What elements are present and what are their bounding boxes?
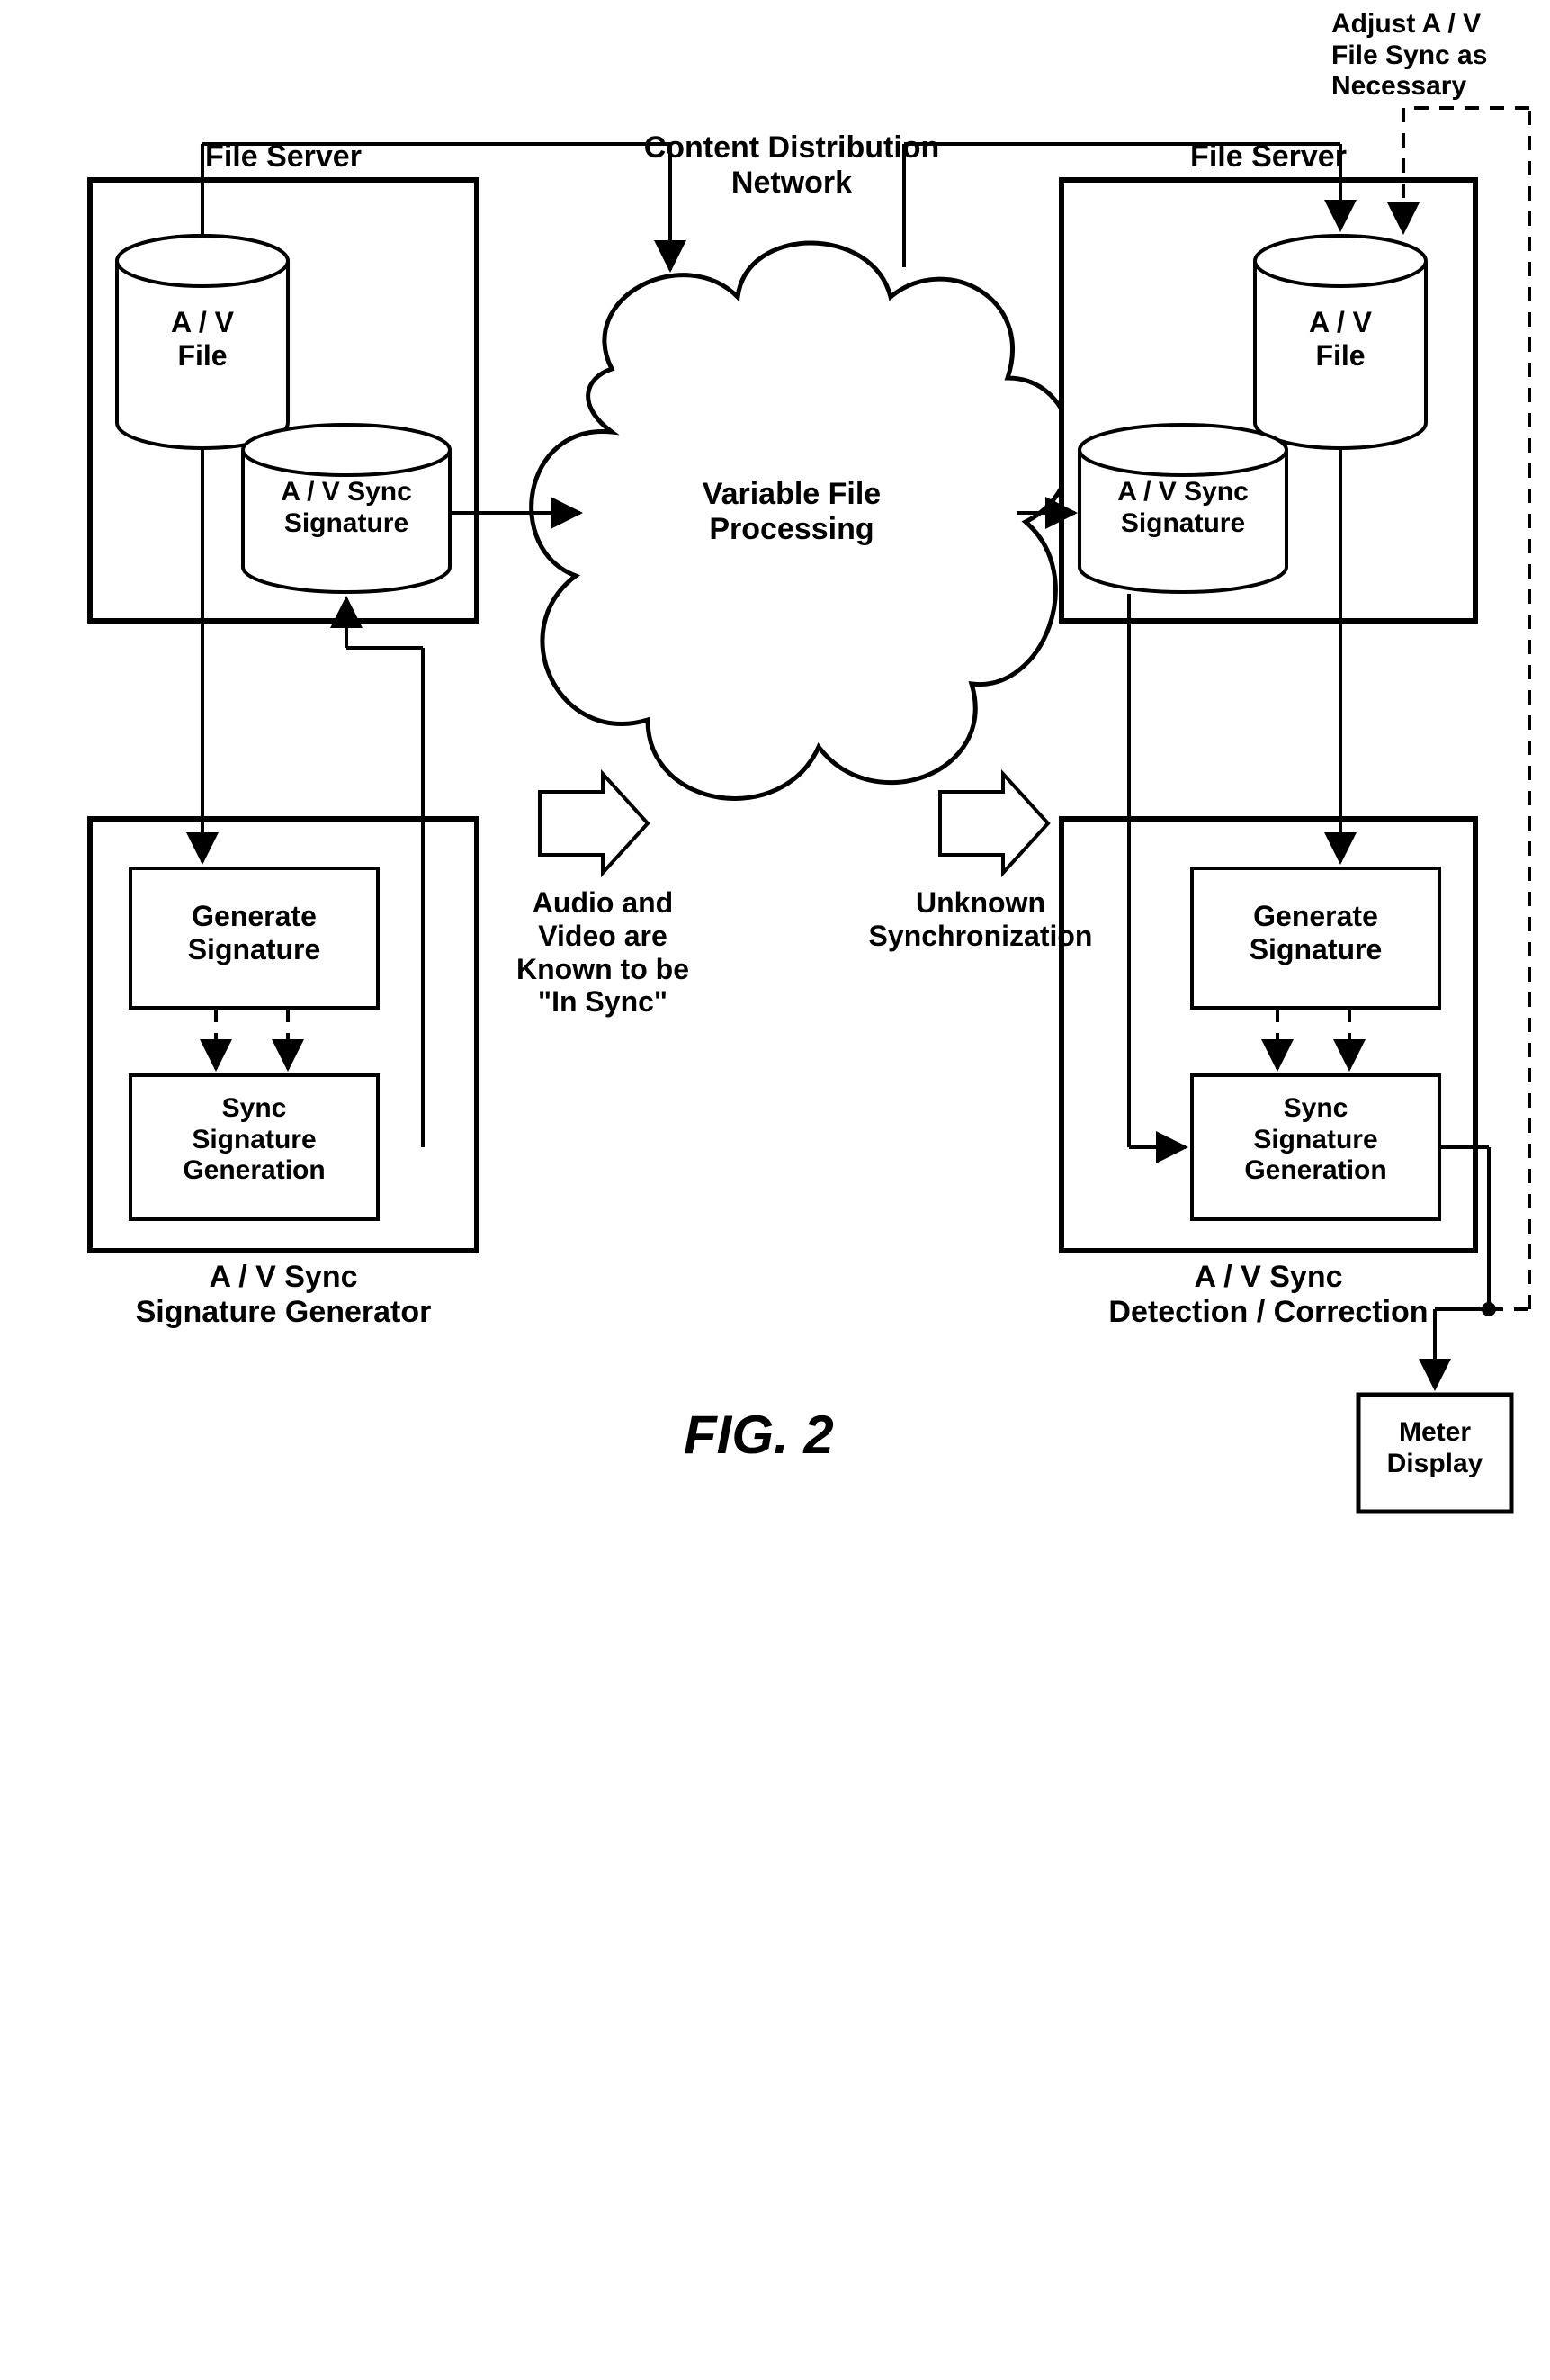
right-av-sync-sig-label: A / V Sync Signature <box>1080 477 1286 539</box>
annotation-adjust: Adjust A / V File Sync as Necessary <box>1331 9 1538 103</box>
figure-label: FIG. 2 <box>684 1404 834 1466</box>
right-av-file-label: A / V File <box>1255 306 1426 373</box>
left-generate-signature-label: Generate Signature <box>130 900 378 966</box>
right-sync-sig-gen-label: Sync Signature Generation <box>1192 1093 1439 1187</box>
left-file-server-title: File Server <box>90 139 477 175</box>
diagram-canvas: File Server A / V File A / V Sync Signat… <box>0 0 1550 2380</box>
left-av-file-label: A / V File <box>117 306 288 373</box>
right-generate-signature-label: Generate Signature <box>1192 900 1439 966</box>
meter-display-label: Meter Display <box>1358 1417 1511 1479</box>
annotation-in-sync: Audio and Video are Known to be "In Sync… <box>477 886 729 1019</box>
cloud-inner-label: Variable File Processing <box>648 477 936 547</box>
right-file-server-title: File Server <box>1062 139 1475 175</box>
annotation-unknown-sync: Unknown Synchronization <box>846 886 1115 953</box>
left-av-sync-sig-label: A / V Sync Signature <box>243 477 450 539</box>
left-generator-title: A / V Sync Signature Generator <box>54 1260 513 1330</box>
right-detector-title: A / V Sync Detection / Correction <box>1026 1260 1511 1330</box>
cloud-title: Content Distribution Network <box>612 130 972 201</box>
left-sync-sig-gen-label: Sync Signature Generation <box>130 1093 378 1187</box>
